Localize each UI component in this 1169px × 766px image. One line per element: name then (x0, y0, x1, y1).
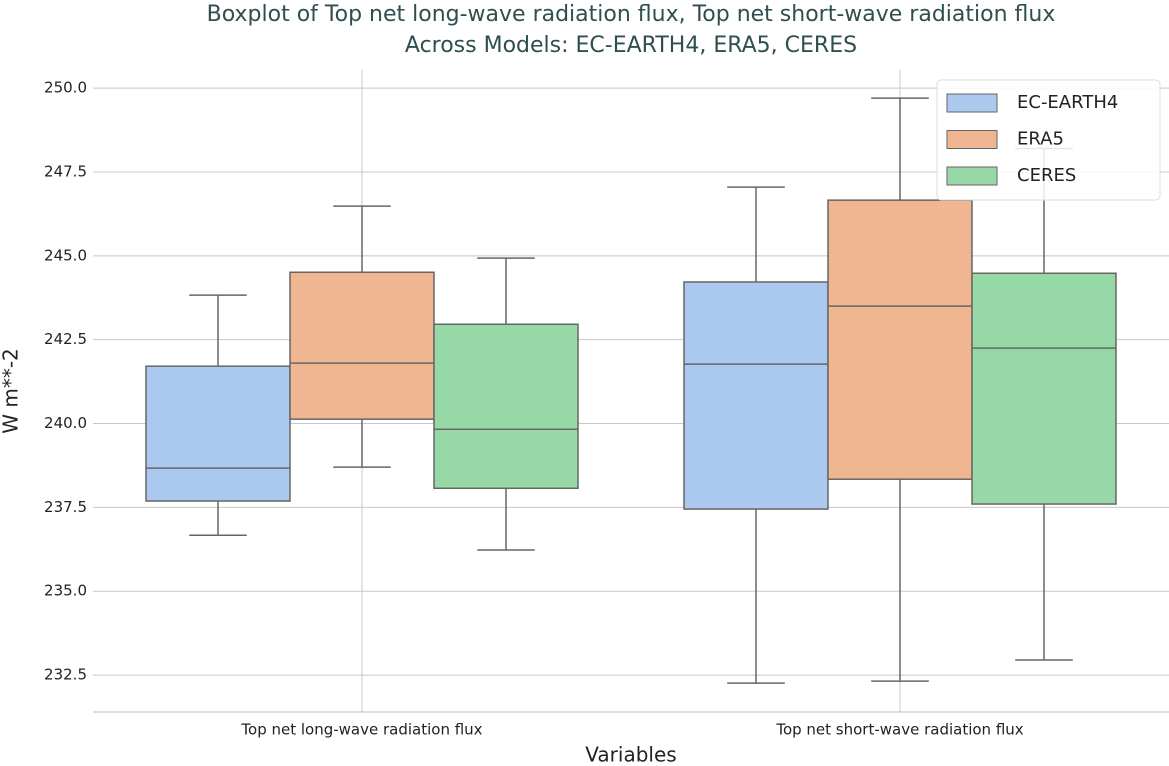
y-tick-label: 240.0 (44, 414, 87, 432)
y-tick-label: 245.0 (44, 246, 87, 264)
y-tick-label: 242.5 (44, 330, 87, 348)
y-tick-label: 247.5 (44, 162, 87, 180)
chart-subtitle: Across Models: EC-EARTH4, ERA5, CERES (405, 33, 857, 58)
box (971, 272, 1117, 505)
box (433, 323, 579, 490)
legend-label: EC-EARTH4 (1017, 92, 1118, 113)
box (827, 199, 973, 480)
y-axis-label: W m**-2 (0, 348, 23, 434)
y-tick-label: 232.5 (44, 666, 87, 684)
y-tick-label: 250.0 (44, 79, 87, 97)
x-tick-label: Top net short-wave radiation flux (775, 721, 1023, 739)
legend-swatch (946, 166, 998, 186)
legend-swatch (946, 93, 998, 113)
box (683, 281, 829, 510)
box (145, 365, 291, 502)
legend-label: CERES (1017, 165, 1076, 186)
y-tick-label: 237.5 (44, 498, 87, 516)
y-tick-label: 235.0 (44, 582, 87, 600)
box (289, 271, 435, 420)
x-tick-label: Top net long-wave radiation flux (240, 721, 482, 739)
x-axis-label: Variables (585, 743, 676, 766)
chart-title: Boxplot of Top net long-wave radiation f… (207, 2, 1056, 27)
legend-label: ERA5 (1017, 129, 1064, 150)
legend-swatch (946, 130, 998, 149)
